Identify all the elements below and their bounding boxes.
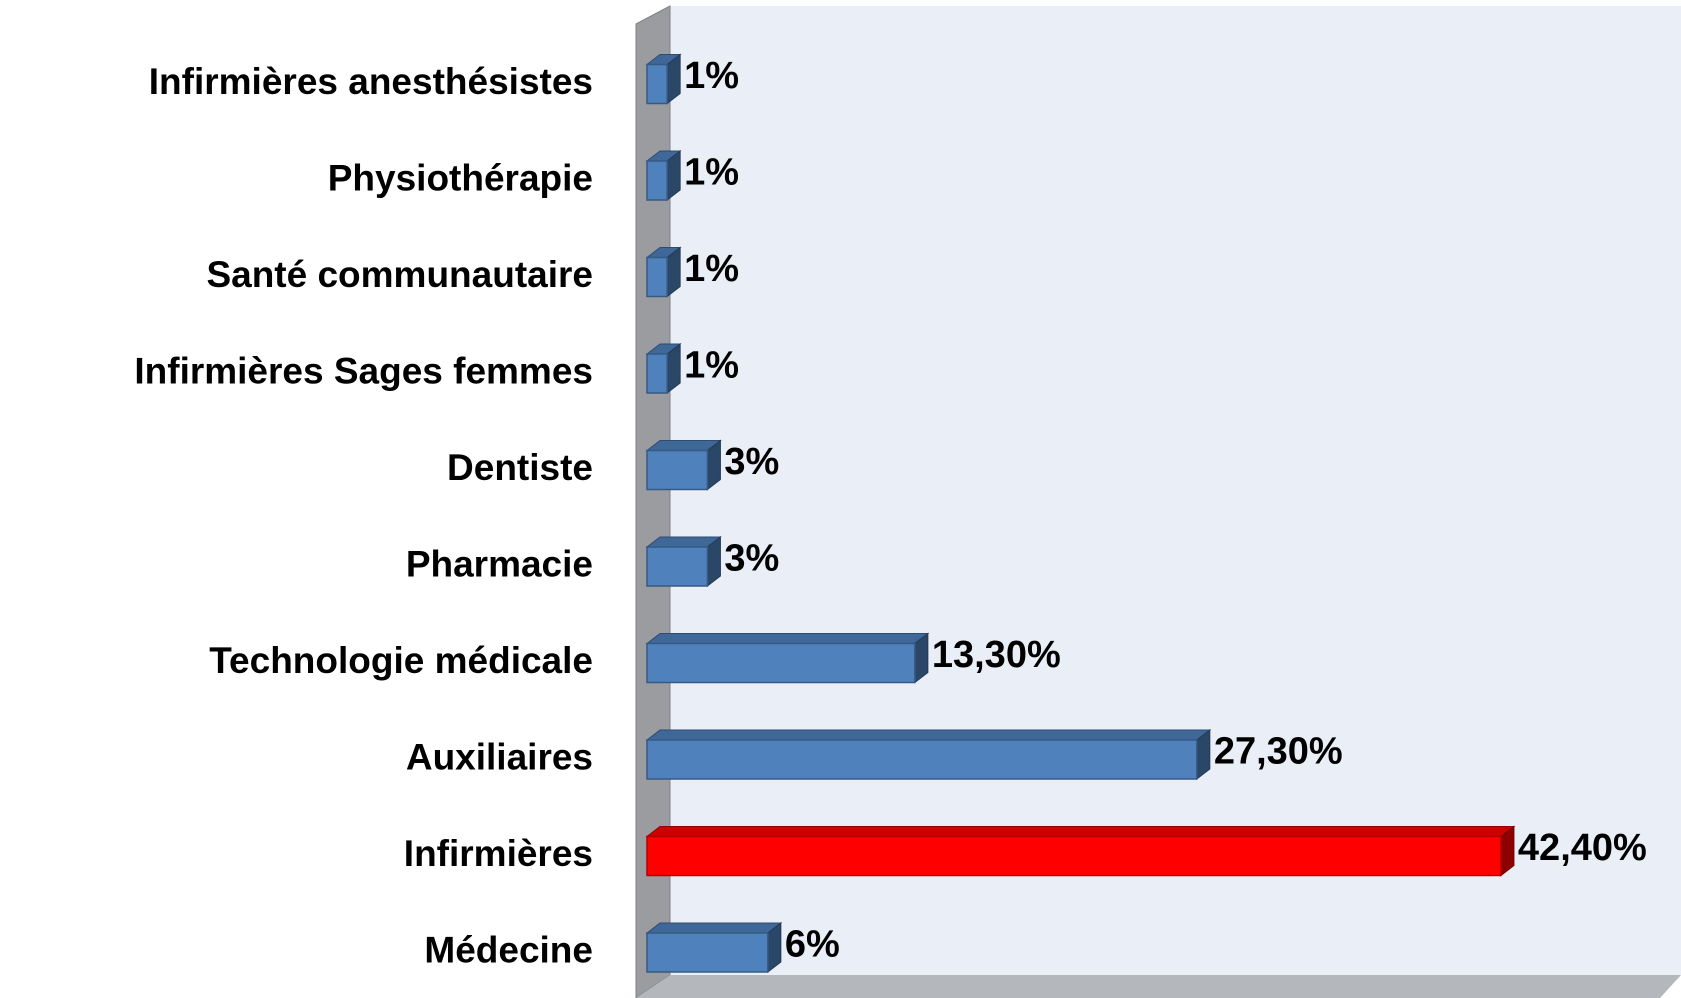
category-label: Technologie médicale (209, 640, 593, 681)
category-label: Infirmières anesthésistes (149, 61, 593, 102)
category-label: Infirmières Sages femmes (134, 350, 593, 391)
bar (646, 932, 769, 973)
value-label: 27,30% (1214, 731, 1343, 773)
bars: Infirmières anesthésistes 1% Physiothérapi… (134, 53, 1647, 974)
bar-top (645, 729, 1212, 741)
bar (646, 835, 1502, 877)
value-label: 1% (684, 55, 739, 97)
category-label: Santé communautaire (206, 254, 593, 295)
bar-top (645, 826, 1516, 837)
bar (646, 642, 916, 684)
bar (646, 353, 668, 394)
value-label: 3% (724, 441, 779, 483)
bar (646, 63, 668, 105)
category-label: Infirmières (404, 833, 593, 874)
category-label: Auxiliaires (406, 736, 593, 777)
value-label: 42,40% (1518, 827, 1647, 869)
bar (646, 449, 709, 491)
bar (646, 546, 709, 587)
bar-top (645, 922, 783, 934)
bar (646, 160, 668, 201)
value-label: 1% (684, 345, 739, 387)
floor (636, 975, 1681, 998)
value-label: 1% (684, 152, 739, 194)
bar (646, 256, 668, 298)
bar-top (645, 633, 930, 644)
category-label: Dentiste (447, 447, 593, 488)
category-label: Physiothérapie (328, 157, 593, 198)
value-label: 3% (724, 538, 779, 580)
category-label: Pharmacie (406, 543, 593, 584)
category-label: Médecine (424, 929, 593, 970)
value-label: 1% (684, 248, 739, 290)
value-label: 6% (785, 924, 840, 966)
bar (646, 739, 1198, 780)
value-label: 13,30% (932, 634, 1061, 676)
